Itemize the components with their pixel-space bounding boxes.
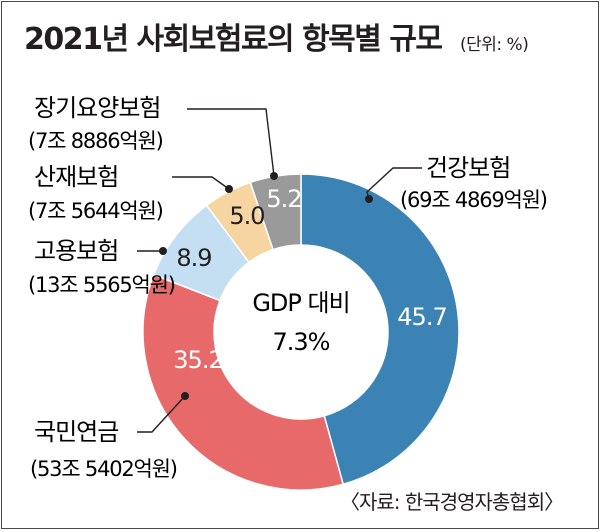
category-label-accident: 산재보험 bbox=[34, 163, 118, 191]
value-label-pension: 35.2 bbox=[173, 346, 222, 374]
category-label-health: 건강보험 bbox=[426, 154, 510, 182]
leader-dot-health bbox=[365, 195, 373, 203]
center-line-2: 7.3% bbox=[273, 328, 330, 356]
slice-health bbox=[300, 173, 460, 486]
leader-line-ltc bbox=[187, 108, 275, 177]
amount-label-pension: (53조 5402억원) bbox=[30, 457, 177, 481]
leader-dot-employment bbox=[159, 247, 167, 255]
chart-title: 2021년 사회보험료의 항목별 규모 bbox=[24, 22, 443, 57]
slice-ltc bbox=[249, 173, 302, 251]
leader-dot-pension bbox=[181, 392, 189, 400]
slice-pension bbox=[142, 273, 345, 491]
category-label-ltc: 장기요양보험 bbox=[34, 94, 160, 122]
leader-dot-accident bbox=[225, 185, 233, 193]
amount-label-employment: (13조 5565억원) bbox=[28, 273, 175, 297]
value-label-employment: 8.9 bbox=[176, 244, 211, 272]
value-label-accident: 5.0 bbox=[229, 202, 264, 230]
leader-line-pension bbox=[137, 395, 186, 433]
unit-label: (단위: %) bbox=[460, 35, 529, 55]
leader-dot-ltc bbox=[270, 172, 278, 180]
source-label: 〈자료: 한국경영자총협회〉 bbox=[340, 490, 564, 514]
value-label-health: 45.7 bbox=[397, 303, 446, 331]
amount-label-health: (69조 4869억원) bbox=[400, 188, 547, 212]
amount-label-ltc: (7조 8886억원) bbox=[28, 129, 163, 153]
leader-line-accident bbox=[172, 176, 230, 190]
center-line-1: GDP 대비 bbox=[252, 289, 349, 317]
category-label-employment: 고용보험 bbox=[34, 237, 118, 265]
value-label-ltc: 5.2 bbox=[266, 185, 301, 213]
category-label-pension: 국민연금 bbox=[34, 418, 118, 446]
amount-label-accident: (7조 5644억원) bbox=[28, 199, 163, 223]
